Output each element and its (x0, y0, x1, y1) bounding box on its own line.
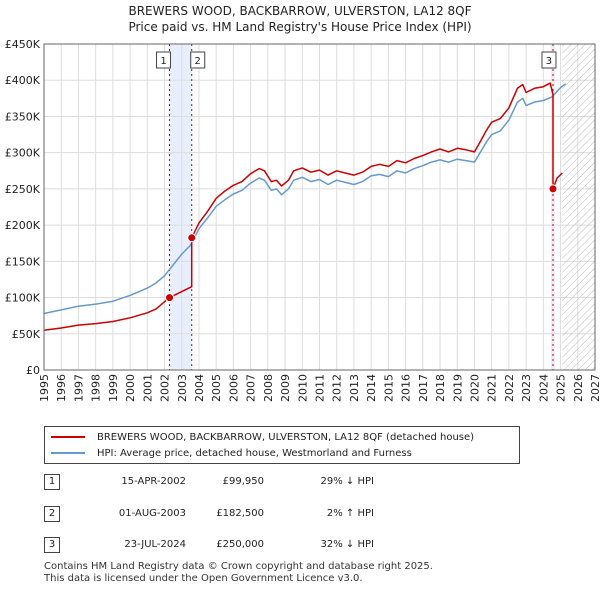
transaction-row: 3 23-JUL-2024 £250,000 32% ↓ HPI (44, 537, 584, 555)
sale-number-label: 1 (160, 56, 166, 67)
x-tick-label: 2015 (382, 374, 395, 402)
x-tick-label: 2016 (400, 374, 413, 402)
x-tick-label: 2003 (176, 374, 189, 402)
x-tick-label: 2025 (555, 374, 568, 402)
price-chart: £0 £50K £100K £150K £200K £250K £300K £350K £400… (5, 38, 600, 402)
transaction-date: 23-JUL-2024 (124, 539, 186, 550)
transaction-number: 2 (44, 506, 60, 522)
transaction-number: 3 (44, 537, 60, 553)
x-tick-label: 2022 (503, 374, 516, 402)
y-tick-label: £300K (5, 147, 41, 160)
chart-subtitle: Price paid vs. HM Land Registry's House … (128, 20, 472, 34)
x-tick-label: 2023 (520, 374, 533, 402)
x-tick-label: 2011 (314, 374, 327, 402)
sale-number-box (541, 51, 557, 69)
y-tick-label: £0 (26, 364, 40, 377)
transaction-price: £250,000 (216, 539, 264, 550)
legend-entry-property: BREWERS WOOD, BACKBARROW, ULVERSTON, LA1… (51, 430, 474, 444)
x-tick-label: 1998 (90, 374, 103, 402)
x-tick-label: 2008 (262, 374, 275, 402)
transaction-hpi-diff: 29% ↓ HPI (320, 476, 374, 487)
legend-swatch-property (51, 436, 85, 438)
x-tick-label: 2007 (245, 374, 258, 402)
x-tick-label: 2013 (348, 374, 361, 402)
chart-title: BREWERS WOOD, BACKBARROW, ULVERSTON, LA1… (128, 4, 472, 18)
hpi-series-line (43, 83, 567, 315)
x-tick-label: 2001 (141, 374, 154, 402)
x-tick-label: 1995 (38, 374, 51, 402)
footer-copyright: Contains HM Land Registry data © Crown c… (44, 561, 433, 572)
x-tick-label: 2014 (365, 374, 378, 402)
chart-legend: BREWERS WOOD, BACKBARROW, ULVERSTON, LA1… (44, 426, 520, 464)
forecast-hatch-region (562, 44, 595, 370)
y-tick-label: £100K (5, 292, 41, 305)
sale-period-shade (550, 44, 555, 370)
transaction-price: £99,950 (222, 476, 264, 487)
x-tick-label: 2000 (124, 374, 137, 402)
transaction-date: 01-AUG-2003 (118, 508, 186, 519)
x-tick-label: 2005 (210, 374, 223, 402)
sale-period-shade (169, 44, 192, 370)
x-tick-label: 2019 (451, 374, 464, 402)
y-tick-label: £50K (12, 328, 41, 341)
x-tick-label: 2004 (193, 374, 206, 402)
x-tick-label: 2018 (434, 374, 447, 402)
plot-frame (43, 43, 596, 371)
sale-point (548, 184, 558, 194)
transaction-date: 15-APR-2002 (121, 476, 186, 487)
transaction-price: £182,500 (216, 508, 264, 519)
legend-entry-hpi: HPI: Average price, detached house, West… (51, 446, 412, 460)
transaction-row: 2 01-AUG-2003 £182,500 2% ↑ HPI (44, 506, 584, 524)
x-tick-label: 1999 (107, 374, 120, 402)
sale-number-label: 2 (195, 56, 201, 67)
x-tick-label: 2026 (572, 374, 585, 402)
sale-number-box (156, 51, 172, 69)
property-series-line (43, 82, 563, 331)
legend-label-property: BREWERS WOOD, BACKBARROW, ULVERSTON, LA1… (97, 431, 475, 443)
footer-licence: This data is licensed under the Open Gov… (44, 573, 363, 584)
legend-swatch-hpi (51, 452, 85, 454)
x-tick-label: 2024 (537, 374, 550, 402)
x-tick-label: 2020 (468, 374, 481, 402)
y-tick-label: £350K (5, 110, 41, 123)
transaction-number: 1 (44, 474, 60, 490)
x-tick-label: 2009 (279, 374, 292, 402)
y-tick-label: £150K (5, 255, 41, 268)
sale-number-box (190, 51, 206, 69)
legend-label-hpi: HPI: Average price, detached house, West… (97, 447, 412, 459)
transaction-hpi-diff: 32% ↓ HPI (320, 539, 374, 550)
sale-point (187, 233, 197, 243)
sale-number-label: 3 (546, 56, 552, 67)
y-tick-label: £250K (5, 183, 41, 196)
x-tick-label: 2012 (331, 374, 344, 402)
x-tick-label: 1997 (72, 374, 85, 402)
x-tick-label: 1996 (55, 374, 68, 402)
y-tick-label: £450K (5, 38, 41, 51)
x-tick-label: 2027 (589, 374, 600, 402)
x-tick-label: 2021 (486, 374, 499, 402)
sale-point (165, 293, 175, 303)
transaction-hpi-diff: 2% ↑ HPI (326, 508, 374, 519)
transaction-row: 1 15-APR-2002 £99,950 29% ↓ HPI (44, 474, 584, 492)
x-tick-label: 2002 (159, 374, 172, 402)
y-tick-label: £200K (5, 219, 41, 232)
x-tick-label: 2010 (296, 374, 309, 402)
x-tick-label: 2006 (227, 374, 240, 402)
y-tick-label: £400K (5, 74, 41, 87)
x-tick-label: 2017 (417, 374, 430, 402)
